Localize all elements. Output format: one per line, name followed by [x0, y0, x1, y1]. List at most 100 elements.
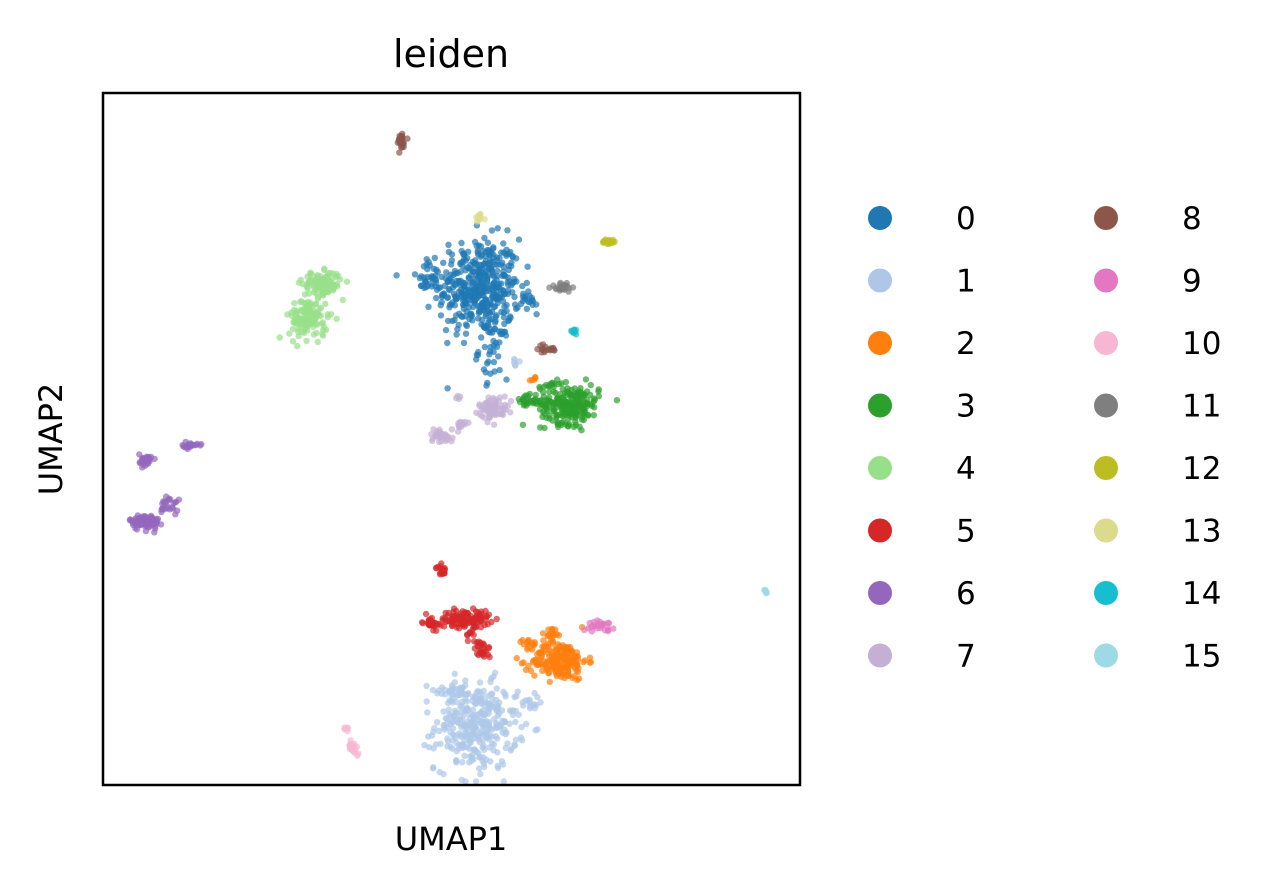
point — [462, 707, 469, 714]
point — [290, 306, 298, 314]
point — [393, 272, 400, 279]
point — [504, 290, 512, 298]
point — [517, 638, 524, 645]
point — [545, 650, 552, 657]
point — [562, 378, 570, 386]
point — [500, 314, 508, 321]
point — [428, 431, 435, 438]
point — [486, 308, 493, 316]
point — [490, 251, 497, 258]
point — [319, 332, 327, 339]
point — [490, 289, 497, 297]
series-8 — [394, 130, 558, 356]
point — [165, 495, 173, 502]
point — [571, 672, 578, 680]
point — [433, 627, 440, 634]
point — [481, 621, 488, 628]
point — [433, 564, 440, 571]
point — [478, 699, 485, 706]
point — [442, 326, 450, 334]
point — [448, 682, 456, 689]
point — [479, 754, 487, 761]
series-3 — [515, 376, 621, 434]
point — [471, 638, 478, 645]
point — [418, 282, 425, 289]
point — [313, 309, 320, 316]
point — [486, 653, 493, 661]
point — [482, 400, 489, 407]
point — [460, 250, 468, 257]
point — [440, 259, 447, 266]
point — [304, 327, 311, 334]
point — [481, 234, 488, 242]
point — [456, 732, 464, 739]
legend-label: 12 — [1182, 451, 1221, 487]
point — [525, 298, 532, 305]
point — [532, 727, 539, 734]
point — [486, 348, 494, 355]
point — [483, 360, 491, 367]
point — [473, 711, 480, 718]
point — [519, 421, 527, 428]
point — [494, 712, 502, 719]
legend-marker — [1094, 331, 1118, 355]
point — [582, 407, 589, 415]
legend-label: 14 — [1182, 576, 1221, 612]
point — [295, 314, 302, 322]
point — [444, 278, 451, 285]
point — [595, 388, 602, 395]
point — [486, 744, 493, 751]
point — [136, 451, 143, 458]
series-11 — [546, 279, 577, 295]
point — [493, 685, 500, 692]
point — [444, 735, 451, 742]
point — [534, 660, 541, 667]
series-6 — [126, 438, 205, 536]
point — [569, 284, 577, 291]
point — [500, 249, 507, 256]
point — [531, 689, 538, 697]
point — [474, 688, 481, 695]
point — [456, 310, 463, 317]
point — [485, 721, 493, 729]
point — [494, 735, 501, 742]
point — [564, 662, 571, 669]
point — [421, 741, 428, 749]
point — [422, 277, 429, 285]
point — [493, 706, 500, 713]
point — [495, 353, 502, 360]
point — [553, 672, 561, 680]
point — [483, 382, 490, 389]
point — [453, 691, 461, 699]
point — [438, 560, 445, 567]
point — [448, 261, 455, 268]
point — [587, 658, 595, 666]
point — [506, 278, 513, 285]
point — [429, 437, 436, 444]
point — [538, 654, 545, 661]
point — [137, 515, 145, 522]
point — [527, 667, 535, 674]
point — [477, 730, 484, 737]
point — [464, 299, 471, 307]
point — [314, 272, 321, 279]
point — [314, 295, 322, 302]
point — [494, 762, 501, 770]
point — [543, 642, 550, 649]
legend-label: 13 — [1182, 514, 1221, 550]
point — [432, 276, 440, 283]
point — [507, 409, 514, 416]
point — [498, 308, 505, 316]
point — [467, 312, 475, 319]
point — [574, 395, 581, 402]
point — [468, 711, 475, 718]
point — [295, 279, 303, 286]
point — [538, 349, 545, 356]
point — [568, 386, 575, 394]
legend-marker — [1094, 268, 1118, 293]
point — [428, 732, 436, 739]
point — [565, 288, 572, 295]
point — [140, 461, 147, 469]
point — [472, 700, 479, 707]
point — [560, 412, 567, 419]
